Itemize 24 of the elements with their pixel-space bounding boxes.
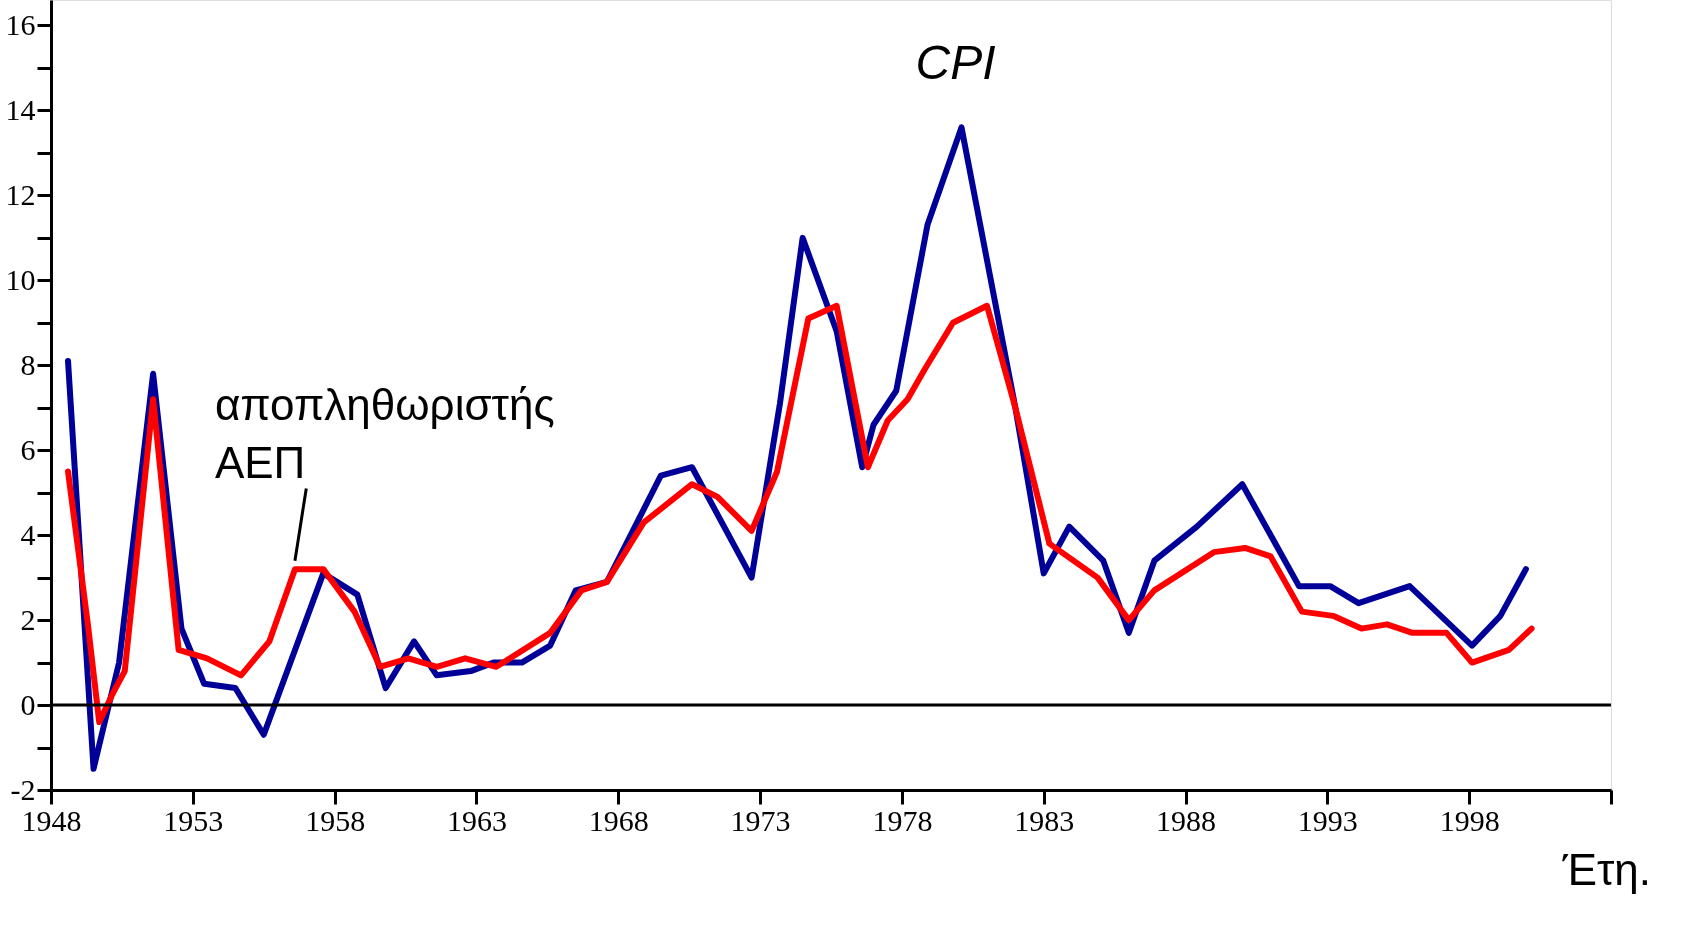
x-tick-label: 1993 [1297, 803, 1358, 837]
x-axis-title: Έτη. [1561, 845, 1651, 894]
y-tick-label: 4 [20, 517, 36, 551]
x-tick-label: 1953 [163, 803, 224, 837]
x-tick-label: 1983 [1014, 803, 1075, 837]
y-tick-label: 0 [20, 687, 36, 721]
y-tick-label: 14 [5, 92, 36, 126]
x-tick-label: 1963 [446, 803, 507, 837]
annotation: αποπληθωριστής ΑΕΠ [214, 380, 555, 488]
x-tick-label: 1968 [588, 803, 649, 837]
x-tick-label: 1978 [872, 803, 933, 837]
y-tick-label: 12 [5, 177, 36, 211]
y-tick-label: 8 [20, 347, 36, 381]
y-tick-label: 16 [5, 7, 36, 41]
y-tick-label: -2 [10, 772, 36, 806]
y-tick-label: 6 [20, 432, 36, 466]
y-tick-label: 2 [20, 602, 36, 636]
x-tick-label: 1958 [305, 803, 366, 837]
y-tick-label: 10 [5, 262, 36, 296]
x-tick-label: 1973 [730, 803, 791, 837]
x-tick-label: 1998 [1439, 803, 1500, 837]
annotation: CPI [915, 36, 996, 90]
x-tick-label: 1948 [21, 803, 82, 837]
x-tick-label: 1988 [1156, 803, 1217, 837]
